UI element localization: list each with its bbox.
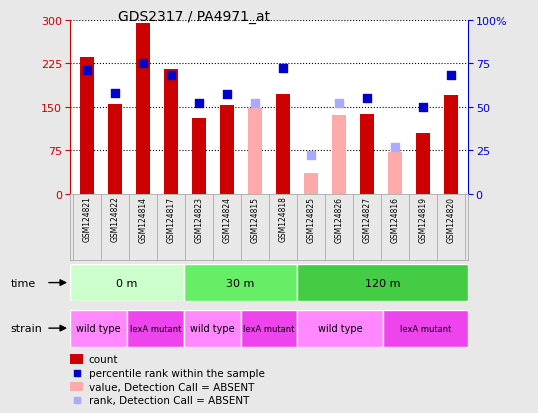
Point (167, 73, 175, 79)
Bar (70, 264, 183, 301)
Text: GSM124827: GSM124827 (363, 196, 372, 242)
Text: GSM124825: GSM124825 (307, 196, 316, 242)
Text: wild type: wild type (76, 323, 121, 333)
Text: GSM124821: GSM124821 (82, 196, 91, 242)
Text: GDS2317 / PA4971_at: GDS2317 / PA4971_at (118, 10, 271, 24)
Text: time: time (11, 278, 36, 288)
Bar (127, 310, 183, 347)
Text: lexA mutant: lexA mutant (130, 324, 181, 333)
Bar (183, 264, 298, 301)
Bar (360, 114, 374, 194)
Text: GSM124819: GSM124819 (419, 196, 428, 242)
Bar (248, 109, 262, 194)
Bar (164, 70, 178, 194)
Text: GSM124820: GSM124820 (447, 196, 456, 242)
Bar (298, 264, 468, 301)
Bar (304, 174, 318, 194)
Point (447, 73, 456, 79)
Text: 30 m: 30 m (226, 278, 255, 288)
Point (82, 68, 91, 74)
Text: GSM124817: GSM124817 (166, 196, 175, 242)
Bar (388, 152, 402, 194)
Point (335, 101, 343, 107)
Text: lexA mutant: lexA mutant (243, 324, 295, 333)
Bar (183, 310, 240, 347)
Text: count: count (89, 354, 118, 364)
Text: rank, Detection Call = ABSENT: rank, Detection Call = ABSENT (89, 395, 249, 405)
Bar (444, 96, 458, 194)
Point (363, 95, 371, 102)
Text: lexA mutant: lexA mutant (400, 324, 451, 333)
Text: 0 m: 0 m (116, 278, 138, 288)
Bar (416, 133, 430, 194)
Text: percentile rank within the sample: percentile rank within the sample (89, 368, 265, 378)
Text: wild type: wild type (318, 323, 363, 333)
Point (138, 61, 147, 67)
Point (110, 90, 119, 97)
Point (195, 101, 203, 107)
Bar (220, 106, 234, 194)
Text: value, Detection Call = ABSENT: value, Detection Call = ABSENT (89, 382, 254, 392)
Text: GSM124826: GSM124826 (335, 196, 344, 242)
Text: wild type: wild type (190, 323, 235, 333)
Point (391, 144, 400, 151)
Point (72, 397, 81, 404)
Text: GSM124823: GSM124823 (194, 196, 203, 242)
Text: GSM124824: GSM124824 (222, 196, 231, 242)
Text: GSM124816: GSM124816 (391, 196, 400, 242)
Bar (276, 95, 290, 194)
Text: GSM124814: GSM124814 (138, 196, 147, 242)
Bar (192, 119, 206, 194)
Point (419, 104, 428, 111)
Point (307, 153, 315, 159)
Point (251, 101, 259, 107)
Point (223, 92, 231, 99)
Text: GSM124818: GSM124818 (279, 196, 287, 242)
Bar (80, 58, 94, 194)
Bar (108, 104, 122, 194)
Point (72, 370, 81, 376)
Text: GSM124815: GSM124815 (251, 196, 259, 242)
Point (279, 66, 287, 73)
Text: strain: strain (11, 323, 43, 333)
Bar (332, 116, 346, 194)
Bar (240, 310, 298, 347)
Text: GSM124822: GSM124822 (110, 196, 119, 242)
Bar (70, 310, 127, 347)
Bar (136, 24, 150, 194)
Bar (298, 310, 383, 347)
Bar (383, 310, 468, 347)
Text: 120 m: 120 m (365, 278, 400, 288)
